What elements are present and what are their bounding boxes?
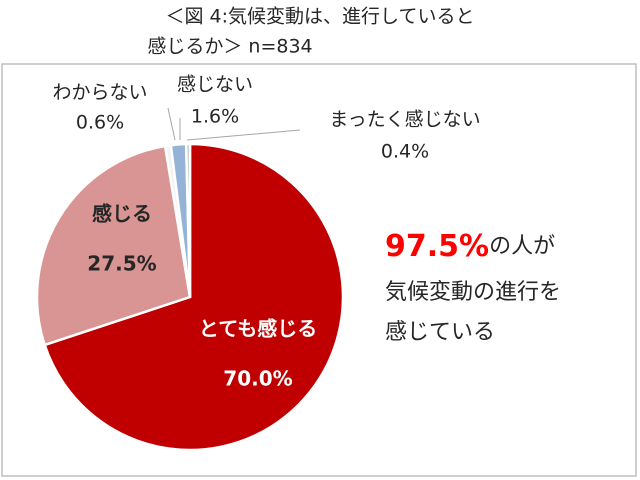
value-label: 70.0%	[223, 367, 292, 391]
annotation-text: 感じている	[385, 320, 495, 345]
value-label: 0.4%	[381, 141, 429, 163]
slice-label: 感じない	[177, 74, 253, 96]
value-label: 27.5%	[87, 252, 156, 276]
annotation-text: 気候変動の進行を	[385, 280, 561, 305]
chart-title: ＜図 4:気候変動は、進行していると	[166, 6, 475, 28]
chart-frame	[1, 63, 637, 477]
slice-label: とても感じる	[199, 317, 317, 341]
pie-slice	[35, 144, 192, 347]
leader-line	[186, 129, 301, 141]
slice-label: わからない	[52, 82, 147, 104]
slice-label: 感じる	[92, 202, 152, 226]
annotation: 97.5%の人が	[385, 229, 555, 264]
annotation-text: の人が	[489, 234, 555, 259]
value-label: 1.6%	[191, 106, 239, 128]
leader-line	[167, 107, 176, 141]
value-label: 0.6%	[76, 112, 124, 134]
slice-label: まったく感じない	[329, 109, 480, 131]
chart-title: 感じるか＞ n=834	[147, 36, 312, 58]
pie-slice	[43, 142, 345, 452]
annotation-highlight: 97.5%	[385, 229, 489, 264]
pie-slice	[184, 142, 192, 298]
